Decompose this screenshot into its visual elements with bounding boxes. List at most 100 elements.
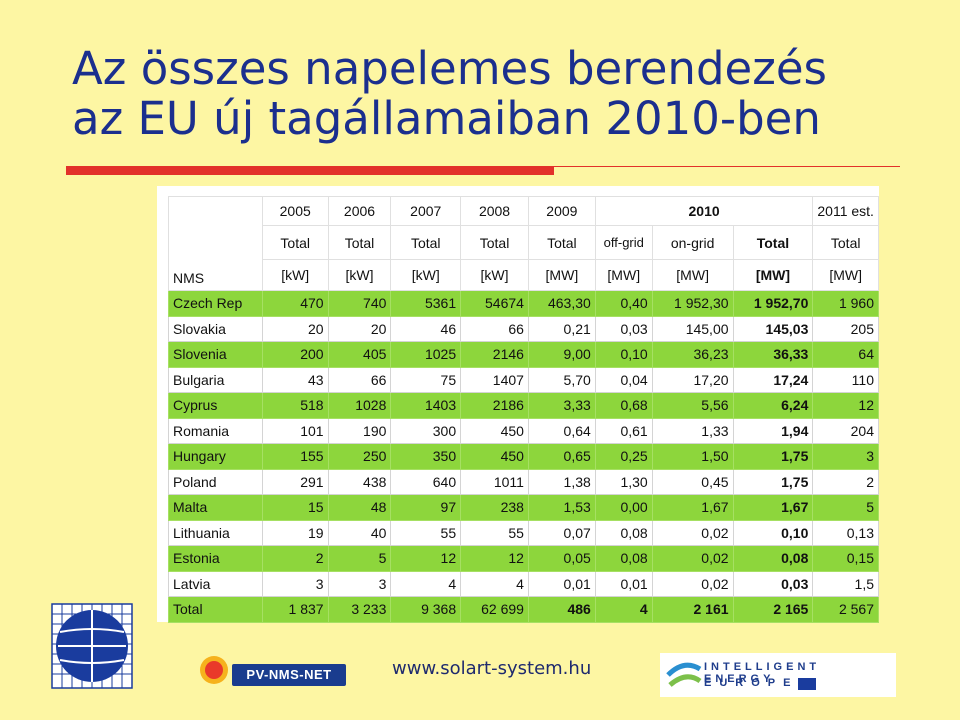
header-year: 2009	[527, 196, 596, 226]
value-cell: 0,05	[527, 545, 596, 572]
header-nms: NMS	[168, 196, 263, 291]
value-cell: 190	[327, 417, 392, 444]
table-row: Slovakia 20 20 46 66 0,21 0,03 145,00 145,03 205	[168, 315, 879, 342]
value-cell: 0,02	[651, 545, 734, 572]
value-cell: 238	[460, 494, 529, 521]
header-type: Total	[390, 225, 462, 260]
value-cell: 1,33	[651, 417, 734, 444]
value-cell: 43	[261, 366, 329, 393]
country-cell: Hungary	[168, 443, 263, 470]
title-underline-accent	[66, 166, 554, 175]
header-type: Total	[460, 225, 529, 260]
table-row: Malta 15 48 97 238 1,53 0,00 1,67 1,67 5	[168, 494, 879, 521]
country-cell: Cyprus	[168, 392, 263, 419]
value-cell: 101	[261, 417, 329, 444]
value-cell: 3	[327, 570, 392, 597]
header-type: Total	[261, 225, 329, 260]
table-row: Latvia 3 3 4 4 0,01 0,01 0,02 0,03 1,5	[168, 570, 879, 597]
value-cell: 640	[390, 468, 462, 495]
value-cell: 300	[390, 417, 462, 444]
value-cell: 1 960	[812, 290, 879, 317]
title-underline-rule	[554, 166, 900, 167]
value-cell: 518	[261, 392, 329, 419]
value-cell: 0,13	[812, 519, 879, 546]
country-cell: Slovakia	[168, 315, 263, 342]
value-cell: 0,01	[527, 570, 596, 597]
header-unit: [kW]	[327, 259, 392, 291]
value-cell: 1 952,30	[651, 290, 734, 317]
header-type: Total	[527, 225, 596, 260]
value-cell: 62 699	[460, 596, 529, 623]
country-cell: Lithuania	[168, 519, 263, 546]
value-cell: 1,75	[732, 443, 814, 470]
value-cell: 6,24	[732, 392, 814, 419]
header-row-years: NMS 2005 2006 2007 2008 2009 2010 2011 e…	[168, 196, 879, 291]
iee-swirl-icon	[666, 662, 702, 687]
value-cell: 463,30	[527, 290, 596, 317]
value-cell: 17,20	[651, 366, 734, 393]
value-cell: 438	[327, 468, 392, 495]
table-row: Bulgaria 43 66 75 1407 5,70 0,04 17,20 17,24 110	[168, 366, 879, 393]
value-cell: 3,33	[527, 392, 596, 419]
country-cell: Total	[168, 596, 263, 623]
value-cell: 3	[812, 443, 879, 470]
value-cell: 1011	[460, 468, 529, 495]
header-unit: [kW]	[390, 259, 462, 291]
website-url: www.solart-system.hu	[392, 658, 592, 679]
value-cell: 3	[261, 570, 329, 597]
value-cell: 5361	[390, 290, 462, 317]
value-cell: 55	[390, 519, 462, 546]
country-cell: Latvia	[168, 570, 263, 597]
value-cell: 1 952,70	[732, 290, 814, 317]
value-cell: 0,04	[594, 366, 653, 393]
header-unit: [MW]	[527, 259, 596, 291]
value-cell: 0,10	[594, 341, 653, 368]
value-cell: 0,02	[651, 519, 734, 546]
value-cell: 0,15	[812, 545, 879, 572]
value-cell: 470	[261, 290, 329, 317]
value-cell: 12	[460, 545, 529, 572]
value-cell: 0,40	[594, 290, 653, 317]
value-cell: 1,67	[732, 494, 814, 521]
value-cell: 0,08	[594, 545, 653, 572]
pv-capacity-table: NMS 2005 2006 2007 2008 2009 2010 2011 e…	[168, 196, 879, 623]
header-type-total-2010: Total	[732, 225, 814, 260]
value-cell: 0,64	[527, 417, 596, 444]
value-cell: 2 165	[732, 596, 814, 623]
iee-subtitle: EUROPE	[704, 677, 799, 689]
value-cell: 15	[261, 494, 329, 521]
value-cell: 5,70	[527, 366, 596, 393]
value-cell: 0,08	[732, 545, 814, 572]
table-row: Romania 101 190 300 450 0,64 0,61 1,33 1,94 204	[168, 417, 879, 444]
value-cell: 740	[327, 290, 392, 317]
value-cell: 450	[460, 417, 529, 444]
value-cell: 4	[460, 570, 529, 597]
value-cell: 12	[812, 392, 879, 419]
value-cell: 1,67	[651, 494, 734, 521]
value-cell: 205	[812, 315, 879, 342]
header-year-2010: 2010	[594, 196, 814, 226]
value-cell: 1,38	[527, 468, 596, 495]
header-type: Total	[812, 225, 879, 260]
value-cell: 1,53	[527, 494, 596, 521]
value-cell: 2186	[460, 392, 529, 419]
country-cell: Romania	[168, 417, 263, 444]
value-cell: 0,08	[594, 519, 653, 546]
header-type-on-grid: on-grid	[651, 225, 734, 260]
header-row-types: Total Total Total Total Total off-grid o…	[169, 225, 879, 260]
value-cell: 0,02	[651, 570, 734, 597]
value-cell: 66	[327, 366, 392, 393]
header-unit: [MW]	[651, 259, 734, 291]
value-cell: 1,50	[651, 443, 734, 470]
value-cell: 2 161	[651, 596, 734, 623]
table-row: Czech Rep 470 740 5361 54674 463,30 0,40 1 952,…	[168, 290, 879, 317]
intelligent-energy-europe-logo: INTELLIGENT ENERGY EUROPE	[660, 653, 896, 697]
header-year: 2007	[390, 196, 462, 226]
value-cell: 1,30	[594, 468, 653, 495]
country-cell: Malta	[168, 494, 263, 521]
value-cell: 3 233	[327, 596, 392, 623]
value-cell: 291	[261, 468, 329, 495]
value-cell: 40	[327, 519, 392, 546]
value-cell: 54674	[460, 290, 529, 317]
country-cell: Czech Rep	[168, 290, 263, 317]
